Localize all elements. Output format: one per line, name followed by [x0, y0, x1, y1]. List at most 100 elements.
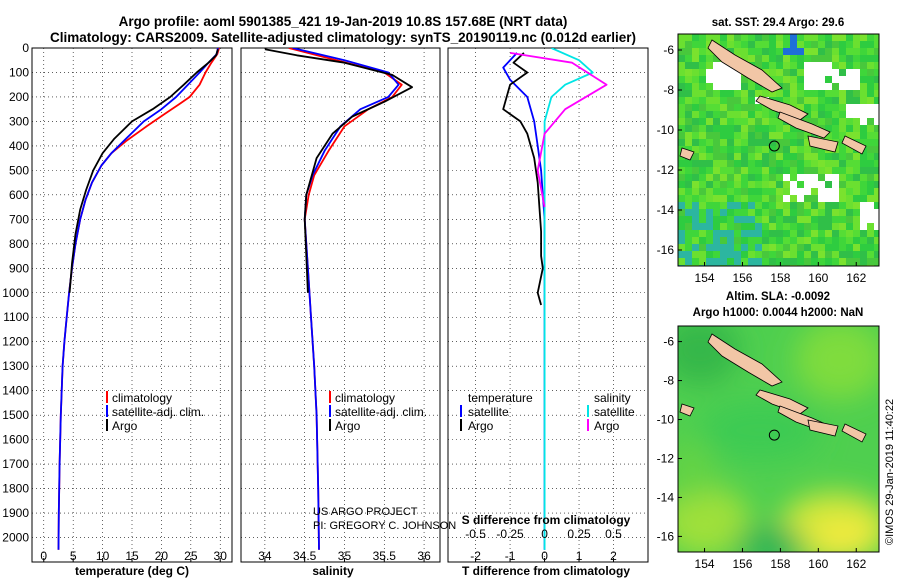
- sst-cell: [839, 69, 846, 76]
- sst-cell: [853, 118, 860, 125]
- sst-cell: [713, 174, 720, 181]
- sst-cell: [741, 244, 748, 251]
- sst-cell: [727, 97, 734, 104]
- sst-cell: [699, 167, 706, 174]
- sst-cell: [713, 188, 720, 195]
- sst-cell: [748, 55, 755, 62]
- sst-cell: [783, 216, 790, 223]
- sst-cell: [804, 34, 811, 41]
- sst-cell: [706, 83, 713, 90]
- sst-cell: [706, 230, 713, 237]
- sst-cell: [720, 167, 727, 174]
- sst-cell: [748, 258, 755, 265]
- sst-cell: [734, 181, 741, 188]
- sst-cell: [839, 132, 846, 139]
- salinity-tick-label: 34: [258, 549, 272, 563]
- sst-cell: [762, 244, 769, 251]
- sst-cell: [706, 188, 713, 195]
- sst-cell: [692, 181, 699, 188]
- sst-cell: [853, 223, 860, 230]
- sst-cell: [692, 167, 699, 174]
- sst-cell: [832, 237, 839, 244]
- sst-cell: [692, 174, 699, 181]
- temperature-tick-label: 30: [214, 549, 228, 563]
- sst-cell: [839, 251, 846, 258]
- map-lat-label: -6: [663, 335, 674, 349]
- sst-cell: [853, 237, 860, 244]
- sst-cell: [783, 62, 790, 69]
- sst-cell: [741, 146, 748, 153]
- sst-cell: [706, 216, 713, 223]
- sst-cell: [804, 230, 811, 237]
- sst-cell: [811, 48, 818, 55]
- sst-cell: [832, 97, 839, 104]
- sst-cell: [797, 132, 804, 139]
- sst-cell: [790, 146, 797, 153]
- sst-cell: [748, 125, 755, 132]
- sst-cell: [776, 55, 783, 62]
- sst-cell: [790, 41, 797, 48]
- sst-cell: [685, 90, 692, 97]
- sst-cell: [867, 118, 874, 125]
- sst-cell: [874, 230, 879, 237]
- map-lon-label: 162: [846, 557, 866, 571]
- sst-cell: [846, 55, 853, 62]
- sst-cell: [839, 146, 846, 153]
- sst-cell: [741, 125, 748, 132]
- sst-cell: [776, 195, 783, 202]
- sst-cell: [713, 69, 720, 76]
- sst-cell: [825, 230, 832, 237]
- sst-cell: [846, 97, 853, 104]
- temperature-legend: climatology satellite-adj. clim. Argo: [106, 391, 204, 433]
- sst-cell: [825, 244, 832, 251]
- sst-cell: [720, 139, 727, 146]
- sst-cell: [860, 167, 867, 174]
- sst-cell: [783, 244, 790, 251]
- island-isabel: [777, 111, 831, 139]
- sst-cell: [804, 181, 811, 188]
- sst-cell: [720, 146, 727, 153]
- sst-cell: [678, 244, 685, 251]
- depth-tick-label: 1700: [2, 457, 29, 471]
- sst-cell: [874, 48, 879, 55]
- depth-tick-label: 600: [9, 188, 29, 202]
- sst-cell: [839, 97, 846, 104]
- sst-cell: [874, 258, 879, 265]
- sst-cell: [748, 111, 755, 118]
- sst-cell: [832, 90, 839, 97]
- map-lat-label: -14: [657, 490, 675, 504]
- sst-cell: [699, 90, 706, 97]
- sst-cell: [713, 146, 720, 153]
- sst-cell: [685, 188, 692, 195]
- altim-map: [678, 326, 879, 552]
- sst-cell: [783, 55, 790, 62]
- sst-cell: [790, 132, 797, 139]
- sst-cell: [790, 90, 797, 97]
- s-diff-tick-label: 0.25: [567, 527, 591, 541]
- sst-cell: [755, 202, 762, 209]
- figure-title-line2: Climatology: CARS2009. Satellite-adjuste…: [50, 30, 636, 45]
- sst-cell: [741, 76, 748, 83]
- sst-cell: [776, 160, 783, 167]
- sst-cell: [776, 167, 783, 174]
- sst-cell: [678, 55, 685, 62]
- sst-cell: [678, 104, 685, 111]
- sst-cell: [832, 104, 839, 111]
- sst-cell: [853, 90, 860, 97]
- salinity-tick-label: 36: [417, 549, 431, 563]
- sst-cell: [783, 258, 790, 265]
- sst-cell: [839, 41, 846, 48]
- sst-cell: [874, 118, 879, 125]
- sst-cell: [755, 125, 762, 132]
- sst-cell: [755, 34, 762, 41]
- sst-cell: [825, 34, 832, 41]
- sst-cell: [853, 216, 860, 223]
- sst-cell: [762, 132, 769, 139]
- sst-cell: [699, 125, 706, 132]
- sst-cell: [797, 139, 804, 146]
- sst-cell: [692, 83, 699, 90]
- sst-cell: [769, 62, 776, 69]
- sst-cell: [727, 251, 734, 258]
- temperature-tick-label: 15: [125, 549, 139, 563]
- sst-cell: [713, 111, 720, 118]
